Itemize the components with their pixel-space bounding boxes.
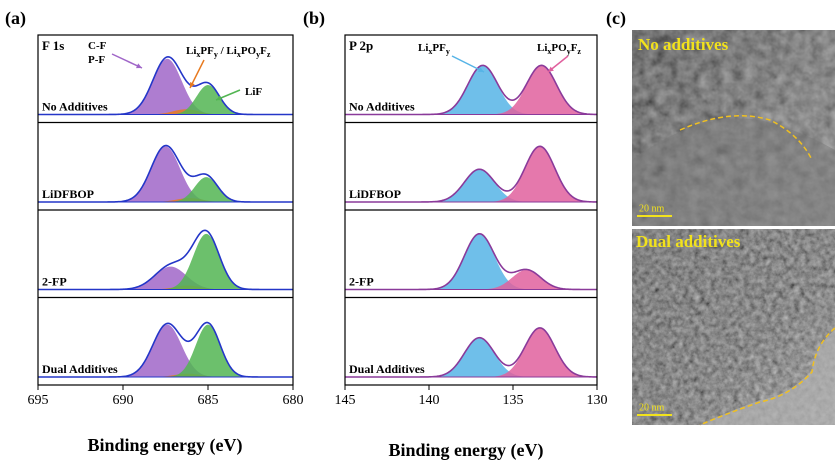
x-tick-label: 135 <box>503 393 524 408</box>
annotation-part: C-F <box>88 40 107 52</box>
peak-component <box>345 327 597 377</box>
annotation: LixPOyFz <box>537 42 581 57</box>
panel-label: (c) <box>606 8 626 29</box>
row-label: No Additives <box>349 99 415 113</box>
annotation: LixPFy / LixPOyFz <box>186 45 271 60</box>
row-label: No Additives <box>42 99 108 113</box>
peak-component <box>345 169 597 202</box>
panel-label: (a) <box>5 8 26 29</box>
arrow-head <box>190 82 195 88</box>
annotation-part: P-F <box>88 54 105 66</box>
x-tick-label: 695 <box>28 393 49 408</box>
x-tick-label: 130 <box>587 393 608 408</box>
annotation-part: x <box>428 47 432 56</box>
annotation-part: PO <box>551 42 567 54</box>
annotation-part: z <box>577 47 581 56</box>
plot-frame <box>37 34 294 386</box>
core-level: F 1s <box>42 38 64 53</box>
arrow-head <box>136 63 142 69</box>
x-axis-label: Binding energy (eV) <box>88 435 243 456</box>
annotation: C-F <box>88 40 107 52</box>
interface-line <box>699 327 835 426</box>
peak-component <box>345 65 597 115</box>
x-tick-label: 140 <box>419 393 440 408</box>
annotation-part: F <box>260 45 267 57</box>
annotation-part: y <box>214 50 218 59</box>
row-label: LiDFBOP <box>42 187 94 201</box>
x-tick-label: 680 <box>283 393 304 408</box>
annotation: P-F <box>88 54 105 66</box>
peak-component <box>345 146 597 202</box>
row-label: Dual Additives <box>42 362 118 376</box>
peak-component <box>38 373 293 377</box>
tem-region <box>700 330 835 425</box>
arrow <box>451 55 485 73</box>
arrow-head <box>216 95 222 101</box>
peak-component <box>345 233 597 290</box>
row-label: Dual Additives <box>349 362 425 376</box>
row-label: 2-FP <box>349 274 374 288</box>
peak-component <box>345 65 597 115</box>
annotation-part: F <box>571 42 578 54</box>
annotation-part: z <box>267 50 271 59</box>
peak-component <box>38 58 293 115</box>
row-label: 2-FP <box>42 274 67 288</box>
annotation: LiF <box>245 86 262 98</box>
x-axis-label: Binding energy (eV) <box>389 440 544 461</box>
panel-label: (b) <box>303 8 325 29</box>
annotation-part: PF <box>432 42 446 54</box>
image-label: Dual additives <box>636 232 741 251</box>
peak-component <box>345 269 597 290</box>
tem-region <box>632 118 835 226</box>
annotation: LixPFy <box>418 42 450 57</box>
scale-bar-label: 20 nm <box>639 203 665 214</box>
peak-component <box>38 109 293 115</box>
annotation-part: / Li <box>218 45 237 57</box>
annotation-part: x <box>237 50 241 59</box>
plot-frame <box>344 34 598 386</box>
annotation-part: y <box>256 50 260 59</box>
x-tick-label: 145 <box>335 393 356 408</box>
annotation-part: PF <box>200 45 214 57</box>
row-label: LiDFBOP <box>349 187 401 201</box>
annotation-part: y <box>446 47 450 56</box>
annotation-part: LiF <box>245 86 262 98</box>
peak-component <box>38 324 293 377</box>
arrow <box>111 53 143 69</box>
annotation-part: y <box>567 47 571 56</box>
x-tick-label: 690 <box>113 393 134 408</box>
annotation-part: PO <box>241 45 257 57</box>
annotation-part: x <box>547 47 551 56</box>
peak-component <box>345 337 597 377</box>
peak-component <box>38 266 293 290</box>
image-label: No additives <box>638 35 729 54</box>
arrow-head <box>478 67 484 72</box>
annotation-part: Li <box>418 42 428 54</box>
annotation-part: Li <box>537 42 547 54</box>
peak-component <box>38 146 293 202</box>
tem-images: (c) No additives 20 nm Dual additives 20… <box>606 8 835 426</box>
scale-bar-label: 20 nm <box>639 402 665 413</box>
annotation-part: x <box>196 50 200 59</box>
interface-line <box>679 115 813 161</box>
arrow-head <box>548 66 554 72</box>
peak-component <box>38 285 293 290</box>
core-level: P 2p <box>349 38 373 53</box>
annotation-part: Li <box>186 45 196 57</box>
x-tick-label: 685 <box>198 393 219 408</box>
